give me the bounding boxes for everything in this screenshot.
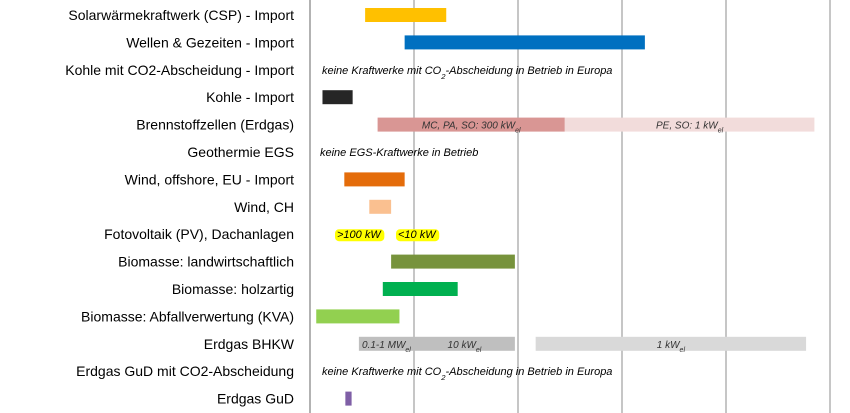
bar [369, 199, 392, 214]
category-label: Wellen & Gezeiten - Import [126, 34, 294, 50]
chart-bars [316, 8, 815, 406]
category-labels: Solarwärmekraftwerk (CSP) - Import Wellen… [65, 7, 295, 407]
row-notes: keine Kraftwerke mit CO2-Abscheidung in … [320, 65, 612, 382]
bar-labels: MC, PA, SO: 300 kWel PE, SO: 1 kWel 0.1-1 … [362, 121, 724, 354]
bar [564, 117, 815, 132]
category-label: Brennstoffzellen (Erdgas) [136, 117, 294, 133]
category-label: Erdgas BHKW [204, 336, 295, 352]
bar [358, 336, 414, 351]
category-label: Biomasse: landwirtschaftlich [118, 254, 294, 270]
category-label: Solarwärmekraftwerk (CSP) - Import [68, 7, 294, 23]
category-label: Kohle - Import [206, 89, 294, 105]
category-label: Biomasse: holzartig [172, 281, 294, 297]
row-note: keine EGS-Kraftwerke in Betrieb [320, 147, 478, 159]
bar [535, 336, 807, 351]
note-highlight [335, 229, 385, 242]
row-note: >100 kW [337, 229, 382, 241]
note-highlight [396, 229, 440, 242]
bar-label: PE, SO: 1 kWel [656, 121, 724, 135]
bar [382, 282, 458, 296]
chart-gridlines [309, 0, 831, 413]
category-label: Wind, CH [234, 199, 294, 215]
bar [391, 254, 515, 269]
bar [377, 117, 565, 132]
category-label: Geothermie EGS [187, 144, 294, 160]
category-label: Kohle mit CO2-Abscheidung - Import [65, 62, 294, 78]
bar [345, 391, 352, 406]
bar [322, 90, 353, 105]
bar [414, 336, 515, 351]
bar-label: 1 kWel [657, 340, 686, 354]
row-note: <10 kW [398, 229, 437, 241]
bar-label: 10 kWel [448, 340, 482, 354]
row-note: keine Kraftwerke mit CO2-Abscheidung in … [322, 366, 612, 382]
bar-label: MC, PA, SO: 300 kWel [422, 121, 521, 135]
bar [344, 172, 405, 187]
bar-label: 0.1-1 MWel [362, 340, 411, 354]
row-note: keine Kraftwerke mit CO2-Abscheidung in … [322, 65, 612, 81]
note-highlights [335, 229, 440, 242]
category-label: Erdgas GuD [217, 391, 294, 407]
bar [404, 35, 645, 50]
category-label: Fotovoltaik (PV), Dachanlagen [104, 226, 294, 242]
category-label: Biomasse: Abfallverwertung (KVA) [81, 308, 294, 324]
category-label: Wind, offshore, EU - Import [125, 171, 294, 187]
category-label: Erdgas GuD mit CO2-Abscheidung [76, 363, 294, 379]
bar [365, 8, 447, 22]
bar [316, 309, 400, 324]
